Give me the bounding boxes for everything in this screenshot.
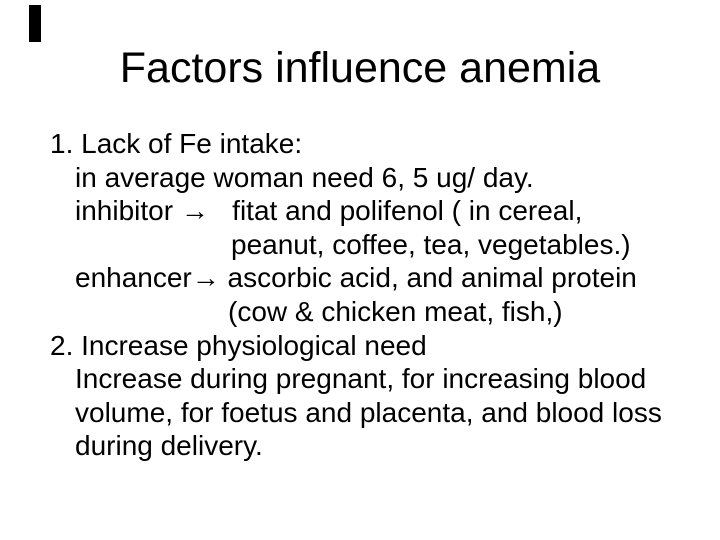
slide-body: 1. Lack of Fe intake: in average woman ne… <box>0 127 720 463</box>
body-line: 2. Increase physiological need <box>50 329 427 361</box>
body-line: peanut, coffee, tea, vegetables.) <box>231 228 631 260</box>
scan-artifact-mark <box>29 5 41 42</box>
body-line: volume, for foetus and placenta, and blo… <box>75 396 662 428</box>
body-line: during delivery. <box>75 430 263 462</box>
slide-title: Factors influence anemia <box>119 44 601 92</box>
body-line: enhancer→ ascorbic acid, and animal prot… <box>75 262 637 294</box>
body-line: (cow & chicken meat, fish,) <box>228 295 563 327</box>
body-line: 1. Lack of Fe intake: <box>50 128 303 159</box>
body-line: Increase during pregnant, for increasing… <box>75 363 647 395</box>
body-line: inhibitor → fitat and polifenol ( in cer… <box>75 195 583 227</box>
body-line: in average woman need 6, 5 ug/ day. <box>75 161 534 193</box>
